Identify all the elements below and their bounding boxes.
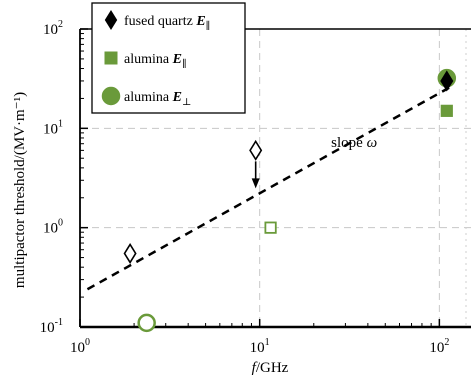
annotations: slope ω bbox=[331, 135, 377, 151]
legend-entry-label: fused quartz E∥ bbox=[124, 14, 210, 32]
x-tick-label: 102 bbox=[429, 337, 449, 356]
diamond-marker bbox=[123, 242, 137, 264]
y-tick-label: 10-1 bbox=[40, 317, 63, 336]
square-marker bbox=[264, 221, 277, 234]
x-tick-label: 101 bbox=[250, 337, 270, 356]
legend-diamond-marker bbox=[104, 9, 118, 31]
legend-entry-label: alumina E∥ bbox=[124, 52, 187, 70]
y-tick-label: 102 bbox=[43, 19, 63, 38]
y-tick-label: 100 bbox=[43, 218, 63, 237]
fit-line-group bbox=[86, 86, 451, 291]
arrow-down-head bbox=[251, 178, 260, 189]
diamond-marker bbox=[440, 70, 454, 92]
diamond-marker bbox=[249, 139, 263, 161]
circle-marker bbox=[137, 313, 156, 333]
square-marker bbox=[440, 104, 453, 117]
slope-annotation: slope ω bbox=[331, 135, 377, 151]
tick-labels: 100 101 102 10-1 100 101 102 bbox=[40, 19, 450, 356]
y-tick-label: 101 bbox=[43, 118, 63, 137]
legend-circle-marker bbox=[101, 86, 121, 106]
x-axis-label: f/GHz bbox=[252, 360, 289, 376]
fit-line bbox=[86, 86, 451, 291]
legend-entry-label: alumina E⊥ bbox=[124, 90, 191, 108]
y-axis-label: multipactor threshold/(MV·m⁻¹) bbox=[12, 92, 28, 288]
legend: fused quartz E∥ alumina E∥ alumina E⊥ bbox=[91, 2, 246, 114]
data-points bbox=[123, 68, 457, 333]
legend-square-marker bbox=[104, 51, 118, 65]
x-tick-label: 100 bbox=[70, 337, 90, 356]
